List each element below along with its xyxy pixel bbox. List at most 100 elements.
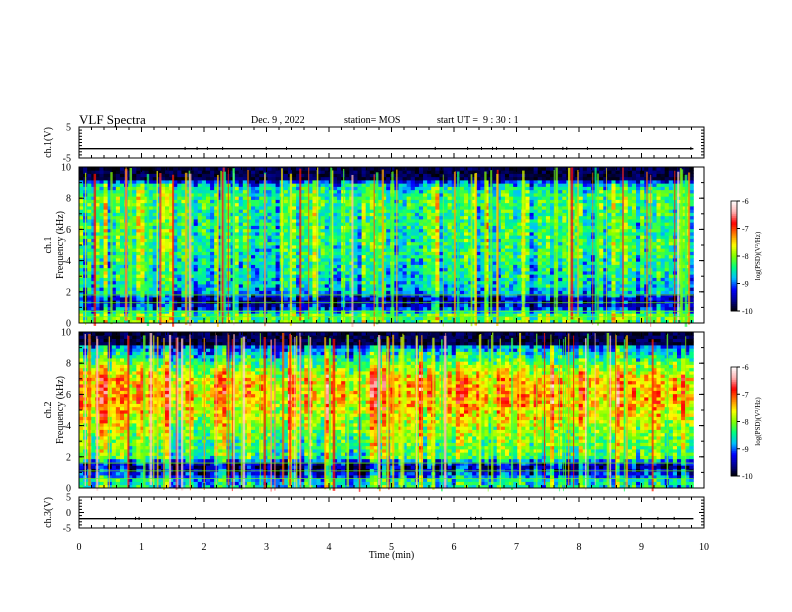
spectrogram-cell <box>410 206 416 210</box>
spectrogram-cell <box>369 219 375 223</box>
spectrogram-cell <box>332 300 338 304</box>
spectrogram-cell <box>197 232 203 236</box>
spectrogram-cell <box>386 271 391 275</box>
spectrogram-cell <box>324 193 330 197</box>
spectrogram-cell <box>324 215 330 220</box>
spectrogram-cell <box>468 258 473 262</box>
spectrogram-cell <box>271 271 276 275</box>
spectrogram-cell <box>193 209 199 213</box>
spectrogram-cell <box>197 297 203 301</box>
spectrogram-cell <box>361 186 367 191</box>
spectrogram-cell <box>386 287 391 291</box>
spectrogram-cell <box>468 271 473 275</box>
spectrogram-cell <box>386 319 391 324</box>
spectrogram-cell <box>271 261 276 265</box>
spectrogram-cell <box>169 189 174 194</box>
spectrogram-cell <box>353 297 358 301</box>
spectrogram-cell <box>386 300 391 304</box>
spectrogram-cell <box>140 209 145 213</box>
spectrogram-cell <box>242 251 248 256</box>
spectrogram-cell <box>406 183 412 187</box>
spectrogram-cell <box>480 280 485 285</box>
spectrogram-cell <box>480 170 485 174</box>
spectrogram-cell <box>95 173 100 178</box>
spectrogram-cell <box>201 183 207 187</box>
spectrogram-cell <box>283 228 289 233</box>
spectrogram-cell <box>345 313 350 317</box>
spectrogram-cell <box>296 235 301 239</box>
spectrogram-cell <box>165 271 170 275</box>
spectrogram-cell <box>251 290 256 295</box>
spectrogram-cell <box>173 193 178 197</box>
spectrogram-cell <box>111 170 117 174</box>
spectrogram-cell <box>468 222 473 226</box>
spectrogram-cell <box>246 316 252 321</box>
spectrogram-cell <box>320 303 326 308</box>
spectrogram-cell <box>476 274 481 278</box>
spectrogram-cell <box>132 271 137 275</box>
spectrogram-cell <box>447 212 453 217</box>
spectrogram-cell <box>238 264 244 269</box>
spectrogram-cell <box>386 196 391 200</box>
spectrogram-cell <box>402 219 408 223</box>
spectrogram-cell <box>316 186 322 191</box>
spectrogram-cell <box>87 232 92 236</box>
spectrogram-cell <box>210 303 215 308</box>
spectrogram-cell <box>332 219 338 223</box>
spectrogram-cell <box>173 202 178 207</box>
spectrogram-cell <box>267 173 272 178</box>
spectrogram-cell <box>267 215 272 220</box>
spectrogram-cell <box>160 310 166 314</box>
spectrogram-cell <box>267 228 272 233</box>
spectrogram-cell <box>476 176 481 181</box>
spectrogram-cell <box>140 293 145 298</box>
spectrogram-cell <box>468 245 473 249</box>
spectrogram-cell <box>234 222 240 226</box>
spectrogram-cell <box>455 167 461 171</box>
spectrogram-cell <box>259 274 264 278</box>
spectrogram-cell <box>316 316 322 321</box>
spectrogram-cell <box>119 209 125 213</box>
spectrogram-cell <box>107 209 113 213</box>
spectrogram-cell <box>103 206 109 210</box>
spectrogram-cell <box>316 245 322 249</box>
spectrogram-cell <box>431 300 436 304</box>
spectrogram-cell <box>214 258 219 262</box>
spectrogram-cell <box>353 280 358 285</box>
spectrogram-cell <box>140 173 145 178</box>
spectrogram-cell <box>242 199 248 204</box>
spectrogram-cell <box>156 258 162 262</box>
spectrogram-cell <box>234 235 240 239</box>
spectrogram-cell <box>283 248 289 252</box>
spectrogram-cell <box>267 196 272 200</box>
spectrogram-cell <box>468 219 473 223</box>
spectrogram-cell <box>291 189 297 194</box>
spectrogram-cell <box>234 254 240 259</box>
spectrogram-cell <box>234 212 240 217</box>
spectrogram-cell <box>242 277 248 282</box>
spectrogram-cell <box>459 271 465 275</box>
spectrogram-cell <box>148 167 154 171</box>
spectrogram-cell <box>410 238 416 243</box>
spectrogram-cell <box>140 202 145 207</box>
spectrogram-cell <box>189 280 195 285</box>
spectrogram-cell <box>443 215 449 220</box>
spectrogram-cell <box>291 274 297 278</box>
spectrogram-cell <box>398 186 403 191</box>
spectrogram-cell <box>402 316 408 321</box>
spectrogram-cell <box>132 225 137 230</box>
spectrogram-cell <box>238 206 244 210</box>
spectrogram-cell <box>418 293 424 298</box>
spectrogram-cell <box>111 310 117 314</box>
spectrogram-cell <box>136 254 141 259</box>
spectrogram-cell <box>255 284 260 288</box>
spectrogram-cell <box>267 277 272 282</box>
spectrogram-cell <box>357 310 363 314</box>
spectrogram-cell <box>169 219 174 223</box>
spectrogram-cell <box>402 313 408 317</box>
spectrogram-cell <box>447 271 453 275</box>
spectrogram-cell <box>95 238 100 243</box>
spectrogram-cell <box>459 241 465 246</box>
spectrogram-cell <box>283 310 289 314</box>
spectrogram-cell <box>464 238 469 243</box>
